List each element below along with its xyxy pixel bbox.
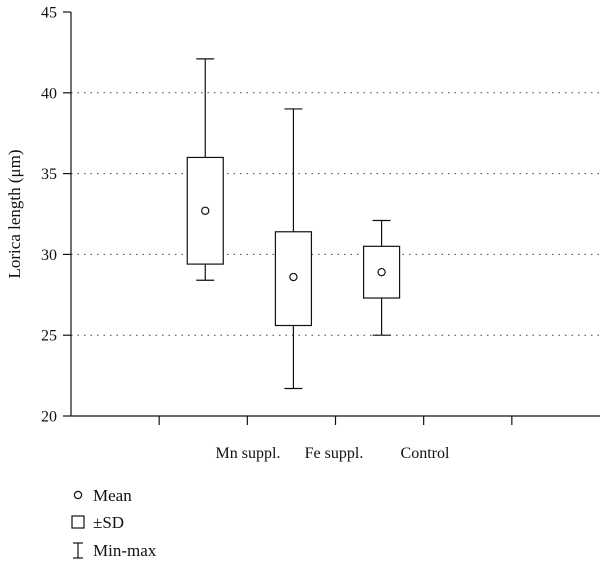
x-ticks: Mn suppl. Fe suppl. Control	[158, 416, 513, 462]
x-tick-label: Fe suppl.	[305, 445, 364, 462]
axes	[70, 12, 600, 417]
legend-mean-symbol	[73, 490, 83, 500]
legend-item: Min-max	[73, 541, 157, 560]
y-tick-label: 25	[41, 328, 57, 345]
legend-sd-symbol	[71, 515, 85, 529]
y-tick-label: 45	[41, 5, 57, 22]
mean-marker	[377, 267, 386, 277]
y-tick-label: 35	[41, 166, 57, 183]
box-group	[186, 58, 224, 281]
y-tick-label: 40	[41, 85, 57, 102]
mean-marker	[289, 272, 298, 282]
y-ticks: 20 25 30 35 40 45	[41, 5, 71, 426]
legend-item: ±SD	[71, 513, 124, 532]
legend-label: ±SD	[93, 513, 124, 532]
legend-item: Mean	[73, 486, 132, 505]
x-tick-label: Control	[401, 445, 450, 462]
y-tick-label: 20	[41, 409, 57, 426]
gridlines	[71, 92, 600, 336]
box-group	[362, 219, 401, 336]
legend-label: Mean	[93, 486, 132, 505]
y-axis-title: Lorica length (μm)	[5, 149, 24, 278]
y-tick-label: 30	[41, 247, 57, 264]
mean-marker	[201, 206, 210, 215]
x-tick-label: Mn suppl.	[216, 445, 281, 462]
box-group	[274, 108, 313, 390]
legend: Mean ±SD Min-max	[71, 486, 157, 560]
legend-label: Min-max	[93, 541, 157, 560]
boxes	[186, 58, 401, 390]
